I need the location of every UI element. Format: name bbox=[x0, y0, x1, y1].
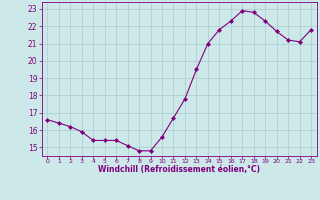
X-axis label: Windchill (Refroidissement éolien,°C): Windchill (Refroidissement éolien,°C) bbox=[98, 165, 260, 174]
